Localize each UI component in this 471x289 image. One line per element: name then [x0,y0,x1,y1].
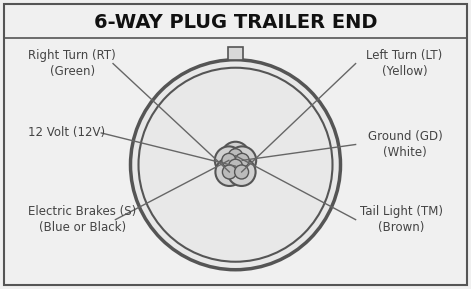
Text: Tail Light (TM)
(Brown): Tail Light (TM) (Brown) [360,205,443,234]
Circle shape [235,165,249,179]
Text: Ground (GD)
(White): Ground (GD) (White) [368,130,443,159]
Text: Right Turn (RT)
(Green): Right Turn (RT) (Green) [28,49,116,78]
Text: Left Turn (LT)
(Yellow): Left Turn (LT) (Yellow) [366,49,443,78]
Circle shape [228,159,243,173]
Bar [228,47,243,60]
Circle shape [138,68,333,262]
Circle shape [235,153,249,167]
Circle shape [222,165,236,179]
Circle shape [130,60,341,270]
Circle shape [221,152,250,180]
Circle shape [215,158,244,186]
Circle shape [228,147,256,174]
Circle shape [222,153,236,167]
Circle shape [215,147,243,174]
Circle shape [228,149,243,163]
Text: 6-WAY PLUG TRAILER END: 6-WAY PLUG TRAILER END [94,12,377,32]
Circle shape [227,158,256,186]
Circle shape [221,142,250,170]
Text: Electric Brakes (S)
(Blue or Black): Electric Brakes (S) (Blue or Black) [28,205,137,234]
Text: 12 Volt (12V): 12 Volt (12V) [28,127,106,139]
